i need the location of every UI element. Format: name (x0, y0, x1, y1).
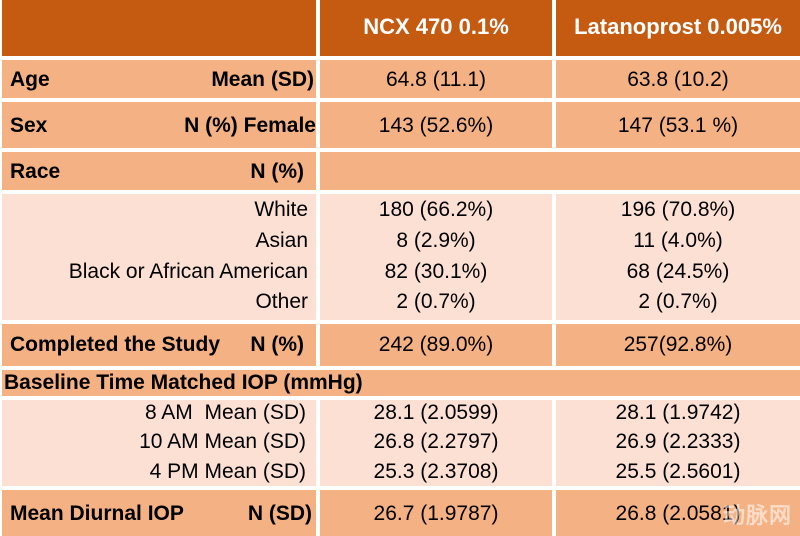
age-label: Age (10, 68, 50, 91)
header-empty-cell (2, 0, 316, 56)
age-row: Age Mean (SD) 64.8 (11.1) 63.8 (10.2) (0, 60, 800, 98)
race-row-lat: 2 (0.7%) (638, 290, 718, 313)
completed-ncx-cell (320, 324, 552, 366)
header-row: NCX 470 0.1% Latanoprost 0.005% (0, 0, 800, 56)
completed-ncx: 242 (89.0%) (378, 333, 494, 356)
baseline-ncx-cell (320, 400, 552, 486)
race-row-name: Other (255, 290, 308, 313)
header-latanoprost-label: Latanoprost 0.005% (574, 14, 782, 39)
baseline-row-lat: 26.9 (2.2333) (615, 430, 741, 453)
sex-row: Sex N (%) Female 143 (52.6%) 147 (53.1 %… (0, 102, 800, 148)
diurnal-lat: 26.8 (2.0581) (615, 502, 741, 525)
age-stat: Mean (SD) (211, 68, 314, 91)
age-ncx: 64.8 (11.1) (385, 68, 486, 91)
completed-row: Completed the Study N (%) 242 (89.0%) 25… (0, 324, 800, 366)
age-lat-cell (556, 60, 800, 98)
completed-lat-cell (556, 324, 800, 366)
sex-ncx: 143 (52.6%) (378, 114, 494, 137)
diurnal-stat: N (SD) (247, 502, 312, 525)
baseline-row-name: 10 AM Mean (SD) (139, 430, 306, 453)
race-row-ncx: 8 (2.9%) (396, 229, 476, 252)
race-row-ncx: 82 (30.1%) (384, 260, 488, 283)
race-row-lat: 68 (24.5%) (626, 260, 730, 283)
baseline-row-ncx: 28.1 (2.0599) (373, 401, 499, 424)
header-latanoprost-cell (556, 0, 800, 56)
baseline-row-ncx: 25.3 (2.3708) (373, 460, 499, 483)
baseline-lat-cell (556, 400, 800, 486)
sex-label: Sex (10, 114, 48, 137)
age-label-cell (2, 60, 316, 98)
baseline-row-name: 4 PM Mean (SD) (149, 460, 306, 483)
sex-stat: N (%) Female (184, 114, 316, 137)
diurnal-lat-cell (556, 490, 800, 536)
race-row-lat: 11 (4.0%) (633, 229, 723, 252)
sex-label-cell (2, 102, 316, 148)
race-row-ncx: 2 (0.7%) (396, 290, 476, 313)
race-stat: N (%) (250, 160, 304, 183)
completed-label-cell (2, 324, 316, 366)
race-empty-cell (320, 152, 800, 190)
race-ncx-cell (320, 194, 552, 320)
baseline-values-block: 8 AM Mean (SD) 28.1 (2.0599) 28.1 (1.974… (0, 400, 800, 486)
baseline-names-cell (2, 400, 316, 486)
diurnal-row: Mean Diurnal IOP N (SD) 26.7 (1.9787) 26… (0, 490, 800, 536)
baseline-row-lat: 25.5 (2.5601) (615, 460, 741, 483)
diurnal-label: Mean Diurnal IOP (10, 502, 184, 525)
race-row-name: Asian (255, 229, 308, 252)
baseline-row-ncx: 26.8 (2.2797) (373, 430, 499, 453)
baseline-row-name: 8 AM Mean (SD) (144, 401, 306, 424)
sex-ncx-cell (320, 102, 552, 148)
baseline-label: Baseline Time Matched IOP (mmHg) (4, 371, 363, 394)
completed-stat: N (%) (250, 333, 304, 356)
sex-lat-cell (556, 102, 800, 148)
race-row-name: Black or African American (68, 260, 308, 283)
race-row-name: White (254, 198, 308, 221)
header-ncx-label: NCX 470 0.1% (363, 14, 509, 39)
diurnal-label-cell (2, 490, 316, 536)
diurnal-ncx-cell (320, 490, 552, 536)
race-label: Race (10, 160, 61, 183)
baseline-header-cell (2, 370, 800, 396)
completed-lat: 257(92.8%) (623, 333, 733, 356)
age-lat: 63.8 (10.2) (627, 68, 729, 91)
race-row-lat: 196 (70.8%) (620, 198, 736, 221)
baseline-row-lat: 28.1 (1.9742) (615, 401, 741, 424)
race-lat-cell (556, 194, 800, 320)
race-values-block: White 180 (66.2%) 196 (70.8%) Asian 8 (2… (0, 194, 800, 320)
race-label-cell (2, 152, 316, 190)
header-ncx-cell (320, 0, 552, 56)
baseline-header-row: Baseline Time Matched IOP (mmHg) (0, 370, 800, 396)
race-names-cell (2, 194, 316, 320)
age-ncx-cell (320, 60, 552, 98)
watermark: 动脉网 (722, 503, 792, 528)
diurnal-ncx: 26.7 (1.9787) (373, 502, 499, 525)
completed-label: Completed the Study (10, 333, 221, 356)
race-row-ncx: 180 (66.2%) (378, 198, 494, 221)
race-header-row: Race N (%) (0, 152, 800, 190)
sex-lat: 147 (53.1 %) (617, 114, 739, 137)
